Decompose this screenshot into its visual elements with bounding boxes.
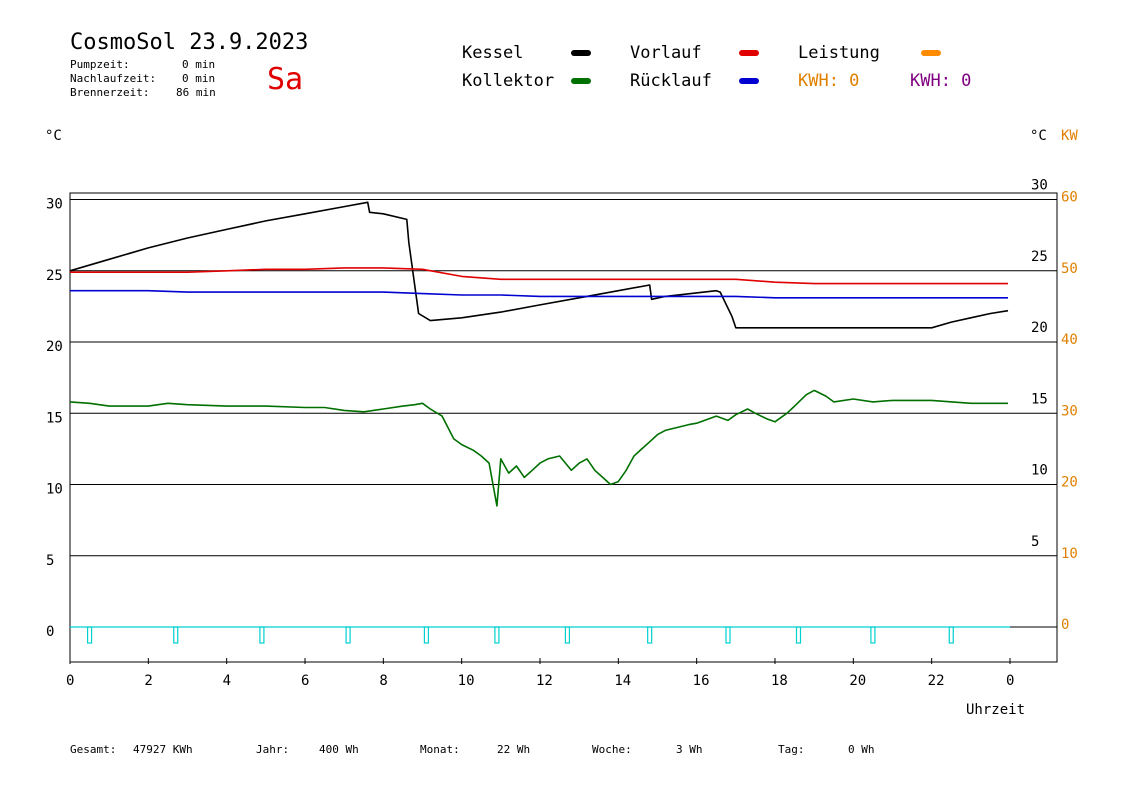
x-tick-label: 12	[536, 673, 553, 689]
footer-tag-label: Tag:	[778, 743, 805, 756]
y-tick-label-kw: 50	[1061, 261, 1078, 277]
kollektor-line	[69, 389, 1008, 507]
y-tick-label-kw: 0	[1061, 617, 1069, 633]
ruecklauf-line	[70, 289, 1008, 299]
footer-jahr-value: 400 Wh	[319, 743, 359, 756]
pump-pulse	[345, 626, 351, 644]
y-tick-label-right: 25	[1031, 249, 1048, 265]
footer-jahr-label: Jahr:	[256, 743, 290, 756]
legend-vorlauf: Vorlauf	[630, 43, 702, 63]
pump-pulse	[564, 626, 571, 644]
legend-kollektor: Kollektor	[462, 71, 555, 91]
x-tick-label: 0	[1006, 673, 1014, 689]
nachlauf-time-label: Nachlaufzeit:	[70, 72, 157, 85]
brenner-time-value: 86 min	[176, 86, 216, 99]
y-tick-label-right: 30	[1031, 178, 1048, 194]
pump-pulse	[795, 626, 802, 644]
legend-kwh-1: KWH: 0	[798, 71, 860, 91]
y-tick-label-kw: 40	[1061, 332, 1078, 348]
plot-frame	[69, 192, 1058, 663]
legend-kessel: Kessel	[462, 43, 524, 63]
pump-pulse	[948, 626, 954, 644]
y-tick-label-kw: 10	[1061, 546, 1078, 562]
left-axis-unit: °C	[45, 128, 62, 144]
x-tick-label: 6	[301, 673, 309, 689]
pump-pulse	[86, 626, 93, 644]
y-tick-label-kw: 30	[1061, 403, 1078, 419]
x-tick-label: 22	[928, 673, 945, 689]
legend-leistung: Leistung	[798, 43, 880, 63]
footer-gesamt-label: Gesamt:	[70, 743, 117, 756]
pump-time-label: Pumpzeit:	[70, 58, 130, 71]
pump-pulse	[173, 626, 179, 644]
x-tick-label: 0	[66, 673, 74, 689]
y-tick-label-left: 20	[46, 339, 63, 355]
y-tick-label-right: 5	[1031, 534, 1039, 550]
legend-ruecklauf: Rücklauf	[630, 71, 712, 91]
y-tick-label-left: 15	[46, 410, 63, 426]
x-tick-label: 8	[379, 673, 387, 689]
pump-pulse	[725, 626, 731, 644]
y-tick-label-right: 15	[1031, 391, 1048, 407]
footer-woche-label: Woche:	[592, 743, 632, 756]
footer-monat-label: Monat:	[420, 743, 460, 756]
pump-time-value: 0 min	[182, 58, 216, 71]
y-tick-label-kw: 60	[1061, 190, 1078, 206]
pump-pulse	[870, 626, 876, 644]
right-axis-unit-kw: KW	[1061, 128, 1078, 144]
pump-pulse	[259, 626, 265, 644]
y-tick-label-right: 10	[1031, 463, 1048, 479]
y-tick-label-left: 25	[46, 268, 63, 284]
x-tick-label: 2	[144, 673, 152, 689]
brenner-time-label: Brennerzeit:	[70, 86, 150, 99]
y-tick-label-left: 5	[46, 553, 54, 569]
x-tick-label: 4	[223, 673, 231, 689]
nachlauf-time-value: 0 min	[182, 72, 216, 85]
footer-gesamt-value: 47927 KWh	[133, 743, 193, 756]
footer-tag-value: 0 Wh	[848, 743, 875, 756]
chart-title: CosmoSol 23.9.2023	[70, 30, 309, 55]
x-axis-label: Uhrzeit	[966, 702, 1026, 718]
legend-kwh-2: KWH: 0	[910, 71, 972, 91]
x-tick-label: 16	[693, 673, 710, 689]
x-tick-label: 18	[771, 673, 788, 689]
pump-pulse	[647, 626, 653, 644]
y-tick-label-left: 10	[46, 482, 63, 498]
x-tick-label: 20	[849, 673, 866, 689]
y-tick-label-left: 0	[46, 624, 54, 640]
x-tick-label: 10	[458, 673, 475, 689]
vorlauf-line	[70, 267, 1008, 285]
x-tick-label: 14	[614, 673, 631, 689]
footer-woche-value: 3 Wh	[676, 743, 703, 756]
y-tick-label-kw: 20	[1061, 475, 1078, 491]
y-tick-label-left: 30	[46, 197, 63, 213]
right-axis-unit: °C	[1030, 128, 1047, 144]
footer-monat-value: 22 Wh	[497, 743, 531, 756]
kessel-line	[69, 201, 1009, 329]
pump-pulse	[494, 626, 500, 644]
pump-pulse	[423, 626, 430, 644]
y-tick-label-right: 20	[1031, 320, 1048, 336]
weekday-label: Sa	[267, 62, 304, 97]
